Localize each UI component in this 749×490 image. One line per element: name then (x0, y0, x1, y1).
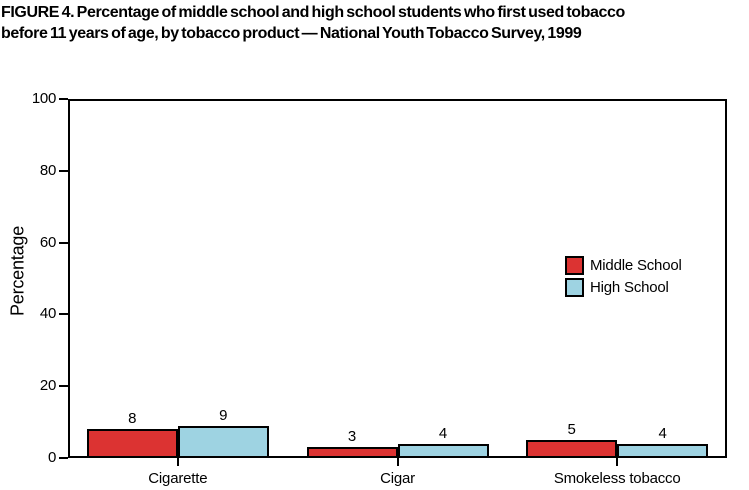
bar-high-school (617, 443, 709, 458)
x-axis-category-label: Smokeless tobacco (553, 470, 681, 487)
bar-value-label: 5 (567, 421, 576, 439)
bar-middle-school (526, 440, 618, 458)
y-axis-tick (59, 169, 68, 172)
y-axis-tick-label: 80 (39, 161, 56, 179)
legend: Middle School High School (565, 256, 682, 300)
bar-high-school (177, 425, 269, 458)
y-axis-tick-label: 20 (39, 377, 56, 395)
bar-value-label: 4 (658, 424, 667, 442)
bar-value-label: 3 (347, 428, 357, 446)
y-axis-tick (59, 385, 68, 388)
bar-value-label: 8 (128, 410, 137, 428)
legend-item-middle-school: Middle School (565, 256, 682, 275)
y-axis-tick-label: 60 (39, 233, 56, 251)
figure-title-line2: before 11 years of age, by tobacco produ… (1, 25, 582, 42)
figure-title: FIGURE 4. Percentage of middle school an… (1, 2, 749, 44)
x-axis-category-label: Cigar (380, 470, 415, 487)
x-axis-tick (396, 458, 399, 466)
x-axis-tick (616, 458, 619, 466)
y-axis-tick (59, 241, 68, 244)
x-axis-tick (176, 458, 179, 466)
plot-area (68, 99, 727, 458)
bar-middle-school (306, 447, 398, 458)
bar-value-label: 4 (438, 424, 448, 442)
y-axis-tick (59, 457, 68, 459)
legend-swatch-middle-school (565, 256, 584, 275)
bar-middle-school (86, 429, 178, 458)
legend-label-middle-school: Middle School (590, 257, 682, 274)
y-axis-tick-label: 100 (31, 90, 56, 107)
y-axis-tick (59, 313, 68, 316)
legend-label-high-school: High School (590, 279, 669, 296)
y-axis-tick-label: 40 (39, 305, 56, 323)
y-axis-tick (59, 98, 68, 100)
legend-swatch-high-school (565, 278, 584, 297)
bar-value-label: 9 (219, 406, 228, 424)
bar-high-school (397, 443, 489, 458)
x-axis-category-label: Cigarette (148, 470, 208, 487)
figure-title-line1: FIGURE 4. Percentage of middle school an… (1, 4, 625, 21)
y-axis-tick-label: 0 (47, 449, 56, 466)
legend-item-high-school: High School (565, 278, 682, 297)
